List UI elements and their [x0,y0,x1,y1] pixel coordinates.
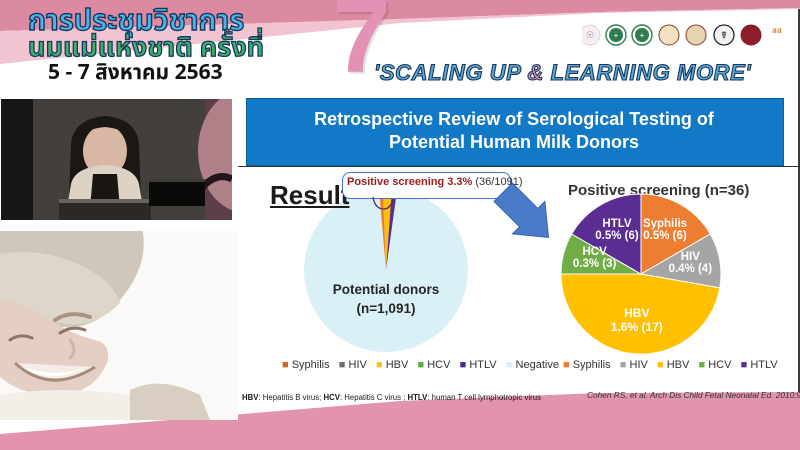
svg-text:HBV: HBV [624,306,649,320]
svg-text:HCV: HCV [582,246,607,258]
svg-text:1.6% (17): 1.6% (17) [611,320,663,334]
svg-text:Syphilis: Syphilis [643,218,687,230]
svg-text:0.5% (6): 0.5% (6) [595,230,639,242]
svg-text:0.5% (6): 0.5% (6) [643,230,687,242]
svg-text:HTLV: HTLV [602,218,632,230]
svg-text:HIV: HIV [681,251,701,263]
svg-text:0.4% (4): 0.4% (4) [669,263,713,275]
svg-text:0.3% (3): 0.3% (3) [573,258,617,270]
